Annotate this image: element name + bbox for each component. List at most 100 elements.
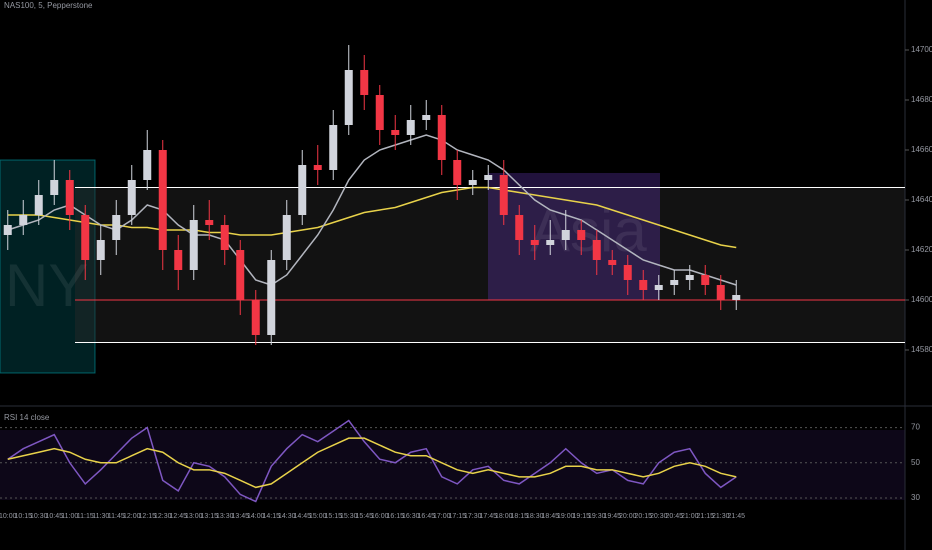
time-tick-label: 10:30 (30, 513, 48, 520)
time-tick-label: 16:15 (386, 513, 404, 520)
candle-body (313, 165, 322, 170)
time-tick-label: 10:00 (0, 513, 17, 520)
indicator-line (7, 134, 737, 286)
candle-body (127, 180, 136, 215)
time-tick-label: 12:30 (154, 513, 172, 520)
time-tick-label: 11:30 (92, 513, 109, 520)
price-tick-label: 14680 (911, 95, 932, 104)
candle-body (453, 160, 462, 185)
candle-body (608, 260, 617, 265)
candle-body (406, 120, 415, 135)
candle-body (112, 215, 121, 240)
time-tick-label: 12:45 (169, 513, 187, 520)
time-tick-label: 14:30 (278, 513, 296, 520)
session-label: NY (5, 252, 88, 319)
candle-body (205, 220, 214, 225)
candle-body (654, 285, 663, 290)
candle-body (34, 195, 43, 215)
candle-body (220, 225, 229, 250)
time-tick-label: 11:15 (77, 513, 94, 520)
time-tick-label: 19:00 (557, 513, 575, 520)
time-tick-label: 12:00 (123, 513, 141, 520)
time-tick-label: 13:45 (231, 513, 249, 520)
chart-title: NAS100, 5, Pepperstone (4, 1, 93, 10)
time-tick-label: 18:15 (510, 513, 528, 520)
rsi-tick-label: 50 (911, 458, 920, 467)
time-tick-label: 21:15 (696, 513, 714, 520)
candle-body (437, 115, 446, 160)
rsi-tick-label: 30 (911, 493, 920, 502)
candle-body (546, 240, 555, 245)
candle-body (561, 230, 570, 240)
candle-body (282, 215, 291, 260)
time-tick-label: 19:30 (588, 513, 606, 520)
candle-body (65, 180, 74, 215)
time-tick-label: 10:15 (14, 513, 32, 520)
candle-body (422, 115, 431, 120)
time-tick-label: 17:45 (479, 513, 497, 520)
candle-body (158, 150, 167, 250)
candle-body (577, 230, 586, 240)
time-tick-label: 13:15 (200, 513, 218, 520)
time-tick-label: 18:45 (541, 513, 559, 520)
time-tick-label: 17:00 (433, 513, 451, 520)
candle-body (484, 175, 493, 180)
price-tick-label: 14700 (911, 45, 932, 54)
time-tick-label: 16:30 (402, 513, 420, 520)
session-label: Asia (530, 197, 647, 264)
candle-body (360, 70, 369, 95)
time-tick-label: 19:15 (572, 513, 590, 520)
rsi-title: RSI 14 close (4, 413, 50, 422)
time-tick-label: 10:45 (45, 513, 63, 520)
time-tick-label: 21:45 (727, 513, 745, 520)
candle-body (298, 165, 307, 215)
time-tick-label: 14:00 (247, 513, 265, 520)
candle-body (623, 265, 632, 280)
time-tick-label: 18:30 (526, 513, 544, 520)
candle-body (267, 260, 276, 335)
indicator-line (7, 437, 737, 489)
time-tick-label: 11:00 (61, 513, 78, 520)
candle-body (329, 125, 338, 170)
candle-body (716, 285, 725, 300)
indicator-line (7, 186, 737, 249)
candle-body (499, 175, 508, 215)
time-tick-label: 16:45 (417, 513, 435, 520)
candle-body (375, 95, 384, 130)
candle-body (236, 250, 245, 300)
candle-body (81, 215, 90, 260)
candle-body (670, 280, 679, 285)
indicator-line (7, 419, 737, 503)
candle-body (515, 215, 524, 240)
candle-body (701, 275, 710, 285)
candle-body (189, 220, 198, 270)
candle-body (3, 225, 12, 235)
candle-body (19, 215, 28, 225)
time-tick-label: 20:00 (619, 513, 637, 520)
candle-body (174, 250, 183, 270)
candle-body (732, 295, 741, 300)
time-tick-label: 11:45 (108, 513, 125, 520)
ny-session-box (0, 159, 96, 374)
time-tick-label: 15:00 (309, 513, 327, 520)
price-tick-label: 14660 (911, 145, 932, 154)
time-tick-label: 17:15 (448, 513, 466, 520)
candle-body (592, 240, 601, 260)
time-tick-label: 12:15 (138, 513, 156, 520)
time-tick-label: 16:00 (371, 513, 389, 520)
candle-body (468, 180, 477, 185)
time-tick-label: 21:00 (681, 513, 699, 520)
candle-body (391, 130, 400, 135)
candle-body (639, 280, 648, 290)
price-tick-label: 14600 (911, 295, 932, 304)
range-box (75, 187, 905, 342)
candle-body (50, 180, 59, 195)
time-tick-label: 20:15 (634, 513, 652, 520)
time-tick-label: 15:45 (355, 513, 373, 520)
candle-body (143, 150, 152, 180)
time-tick-label: 15:30 (340, 513, 358, 520)
candle-body (344, 70, 353, 125)
time-tick-label: 13:00 (185, 513, 203, 520)
time-tick-label: 21:30 (712, 513, 730, 520)
